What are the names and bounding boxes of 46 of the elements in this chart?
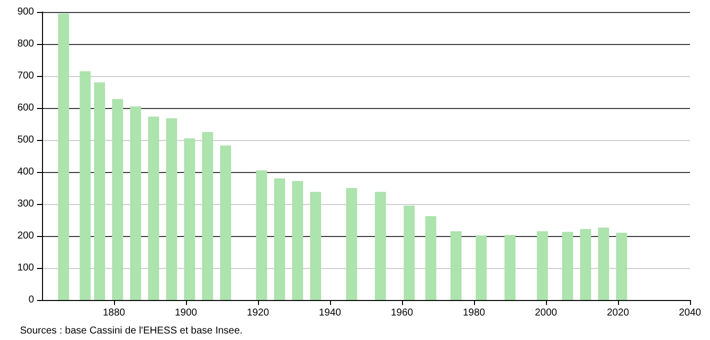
x-tick-label: 2000 xyxy=(534,308,558,318)
y-tick-label: 600 xyxy=(17,102,34,114)
x-tick-label: 1900 xyxy=(174,308,198,318)
bar xyxy=(374,192,386,300)
bar xyxy=(184,138,196,300)
bar xyxy=(202,132,214,300)
bar xyxy=(346,188,358,300)
y-tick-label: 200 xyxy=(17,230,34,242)
y-tick-label: 400 xyxy=(17,166,34,178)
bar xyxy=(112,99,124,300)
bar xyxy=(404,206,415,300)
x-tick-label: 1960 xyxy=(390,308,414,318)
x-tick-label: 1980 xyxy=(462,308,486,318)
bar xyxy=(310,192,322,300)
y-tick-label: 0 xyxy=(28,294,34,306)
x-tick-label: 1920 xyxy=(246,308,270,318)
bar xyxy=(220,145,232,300)
bar xyxy=(580,228,592,300)
bar xyxy=(148,116,160,300)
x-tick-label: 1940 xyxy=(318,308,342,318)
x-tick-label: 2020 xyxy=(606,308,630,318)
bar xyxy=(450,231,462,300)
source-note: Sources : base Cassini de l'EHESS et base Insee. xyxy=(20,326,243,336)
y-tick-label: 100 xyxy=(17,262,34,274)
x-tick-label: 1880 xyxy=(102,308,126,318)
y-tick-label: 300 xyxy=(17,198,34,210)
bar xyxy=(274,178,286,300)
y-tick-label: 700 xyxy=(17,70,34,82)
bar xyxy=(425,216,436,300)
bar xyxy=(256,170,268,300)
bar xyxy=(80,71,91,300)
bar xyxy=(292,180,304,300)
bar xyxy=(504,235,516,300)
bar xyxy=(166,118,178,300)
bar xyxy=(476,235,487,300)
bar xyxy=(562,232,574,300)
bar xyxy=(536,231,548,300)
y-tick-label: 500 xyxy=(17,134,34,146)
bar xyxy=(130,106,142,300)
bar xyxy=(598,228,610,300)
x-tick-label: 2040 xyxy=(678,308,702,318)
bar xyxy=(58,14,70,300)
y-tick-label: 900 xyxy=(17,6,34,18)
bar xyxy=(94,82,106,300)
y-tick-label: 800 xyxy=(17,38,34,50)
bar xyxy=(616,232,628,300)
